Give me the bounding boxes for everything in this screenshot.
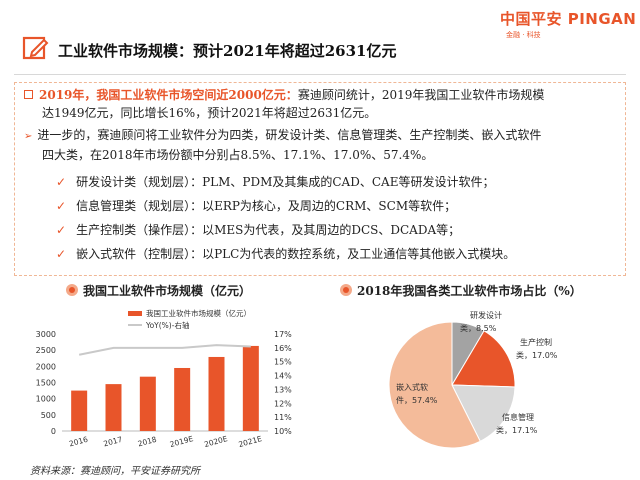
y-tick-label: 3000 bbox=[36, 330, 56, 339]
legend-label: YoY(%)-右轴 bbox=[145, 320, 189, 330]
y2-tick-label: 15% bbox=[274, 358, 292, 367]
bar bbox=[174, 367, 191, 431]
yoy-line bbox=[78, 344, 251, 356]
bar-chart-title: 我国工业软件市场规模（亿元） bbox=[66, 282, 251, 299]
pie-label: 信息管理 bbox=[502, 412, 534, 422]
list-item: ✓ 研发设计类（规划层）：PLM、PDM及其集成的CAD、CAE等研发设计软件； bbox=[56, 175, 495, 189]
square-bullet-icon bbox=[24, 90, 33, 99]
para1-highlight: 2019年，我国工业软件市场空间近2000亿元： bbox=[39, 88, 298, 102]
source-note: 资料来源：赛迪顾问，平安证券研究所 bbox=[30, 466, 200, 477]
x-tick-label: 2018 bbox=[137, 435, 158, 449]
legend-label: 我国工业软件市场规模（亿元） bbox=[146, 308, 251, 318]
pie-label: 件，57.4% bbox=[396, 395, 438, 405]
pie-label: 嵌入式软 bbox=[396, 382, 428, 392]
para2-line2: 四大类，在2018年市场份额中分别占8.5%、17.1%、17.0%、57.4%… bbox=[42, 148, 434, 162]
bullet-dot-icon bbox=[66, 284, 78, 296]
y-tick-label: 1000 bbox=[36, 395, 56, 404]
y2-tick-label: 10% bbox=[274, 427, 292, 436]
pencil-icon bbox=[22, 36, 49, 60]
list-item: ✓ 信息管理类（规划层）：以ERP为核心，及周边的CRM、SCM等软件； bbox=[56, 199, 457, 213]
check-icon: ✓ bbox=[56, 175, 67, 189]
bar bbox=[208, 356, 225, 431]
bar bbox=[71, 390, 88, 431]
pie-slice bbox=[451, 330, 516, 388]
arrow-bullet-icon: ➢ bbox=[24, 131, 33, 142]
bar bbox=[139, 376, 156, 431]
legend-swatch-bar bbox=[128, 311, 142, 316]
pie-chart-title: 2018年我国各类工业软件市场占比（%） bbox=[340, 282, 582, 299]
y-tick-label: 0 bbox=[51, 427, 56, 436]
para1-line2: 达1949亿元，同比增长16%，预计2021年将超过2631亿元。 bbox=[42, 106, 377, 120]
pie-label: 类，17.1% bbox=[496, 425, 538, 435]
y2-tick-label: 14% bbox=[274, 372, 292, 381]
x-tick-label: 2020E bbox=[203, 434, 229, 449]
paragraph-categories: ➢ 进一步的，赛迪顾问将工业软件分为四类，研发设计类、信息管理类、生产控制类、嵌入… bbox=[24, 126, 620, 164]
y2-tick-label: 13% bbox=[274, 385, 292, 394]
page-title: 工业软件市场规模：预计2021年将超过2631亿元 bbox=[58, 42, 397, 60]
para1-line1: 赛迪顾问统计，2019年我国工业软件市场规模 bbox=[297, 88, 545, 102]
pie-label: 研发设计 bbox=[470, 310, 502, 320]
check-icon: ✓ bbox=[56, 223, 67, 237]
x-tick-label: 2021E bbox=[238, 434, 264, 449]
y2-tick-label: 12% bbox=[274, 399, 292, 408]
content-box bbox=[14, 82, 626, 276]
market-size-bar-chart: 0 500 1000 1500 2000 2500 3000 10% 11% 12% 13% 14% 1… bbox=[36, 308, 293, 449]
pie-label: 类，17.0% bbox=[516, 350, 558, 360]
pie-label: 生产控制 bbox=[520, 337, 552, 347]
check-icon: ✓ bbox=[56, 247, 67, 261]
y-tick-label: 2000 bbox=[36, 362, 56, 371]
check-icon: ✓ bbox=[56, 199, 67, 213]
category-list: ✓ 研发设计类（规划层）：PLM、PDM及其集成的CAD、CAE等研发设计软件； … bbox=[56, 170, 616, 266]
logo-text: 中国平安 PINGAN bbox=[500, 10, 637, 28]
x-tick-label: 2017 bbox=[102, 435, 123, 449]
y2-tick-label: 16% bbox=[274, 344, 292, 353]
paragraph-market-size: 2019年，我国工业软件市场空间近2000亿元：赛迪顾问统计，2019年我国工业… bbox=[24, 86, 620, 122]
y2-tick-label: 11% bbox=[274, 413, 292, 422]
pie-slice bbox=[451, 384, 516, 442]
pie-slice bbox=[388, 321, 481, 449]
bar bbox=[242, 345, 259, 431]
para2-line1: 进一步的，赛迪顾问将工业软件分为四类，研发设计类、信息管理类、生产控制类、嵌入式… bbox=[37, 128, 542, 142]
bar bbox=[105, 384, 122, 431]
y-tick-label: 1500 bbox=[36, 379, 56, 388]
bullet-dot-icon bbox=[340, 284, 352, 296]
y2-tick-label: 17% bbox=[274, 330, 292, 339]
pie-label: 类，8.5% bbox=[460, 323, 497, 333]
market-share-pie-chart: 研发设计类，8.5% 生产控制类，17.0% 信息管理类，17.1% 嵌入式软件，57… bbox=[388, 310, 558, 449]
list-item: ✓ 生产控制类（操作层）：以MES为代表，及其周边的DCS、DCADA等； bbox=[56, 223, 461, 237]
x-tick-label: 2019E bbox=[169, 434, 195, 449]
y-tick-label: 500 bbox=[41, 411, 56, 420]
logo-subtext: 金融 · 科技 bbox=[506, 31, 541, 39]
title-divider bbox=[14, 74, 626, 75]
y-tick-label: 2500 bbox=[36, 346, 56, 355]
list-item: ✓ 嵌入式软件（控制层）：以PLC为代表的数控系统，及工业通信等其他嵌入式模块。 bbox=[56, 247, 516, 261]
x-tick-label: 2016 bbox=[68, 435, 89, 449]
pingan-logo: 中国平安 PINGAN 金融 · 科技 bbox=[500, 8, 637, 40]
